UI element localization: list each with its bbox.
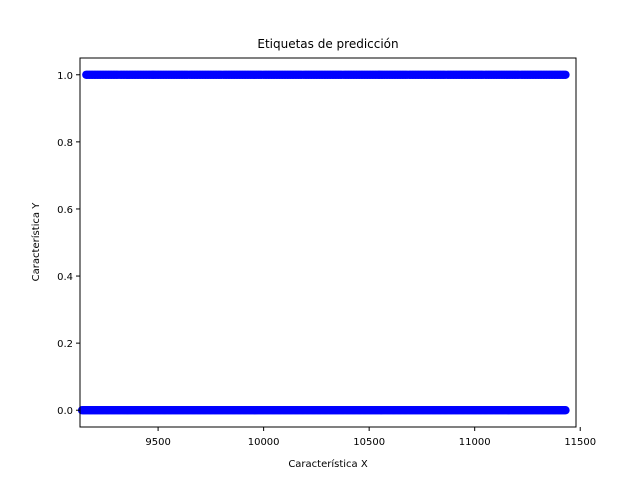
data-point xyxy=(561,406,570,415)
y-tick-label: 0.6 xyxy=(57,205,73,216)
y-tick-label: 0.8 xyxy=(57,138,73,149)
x-axis-label: Característica X xyxy=(288,458,368,470)
x-tick-label: 9500 xyxy=(145,437,170,448)
y-tick-label: 0.4 xyxy=(57,272,73,283)
y-tick-label: 0.2 xyxy=(57,339,73,350)
y-axis-label: Característica Y xyxy=(30,202,42,282)
y-tick-label: 0.0 xyxy=(57,406,73,417)
y-tick-label: 1.0 xyxy=(57,71,73,82)
x-tick-label: 10000 xyxy=(248,437,280,448)
data-points xyxy=(77,70,570,415)
chart-title: Etiquetas de predicción xyxy=(257,37,398,51)
x-tick-label: 11000 xyxy=(459,437,491,448)
x-tick-label: 10500 xyxy=(353,437,385,448)
data-point xyxy=(561,70,570,79)
plot-frame xyxy=(79,57,577,428)
y-axis-ticks: 0.0 0.2 0.4 0.6 0.8 1.0 xyxy=(57,71,80,417)
x-axis-ticks: 9500 10000 10500 11000 11500 xyxy=(145,427,596,448)
x-tick-label: 11500 xyxy=(564,437,596,448)
